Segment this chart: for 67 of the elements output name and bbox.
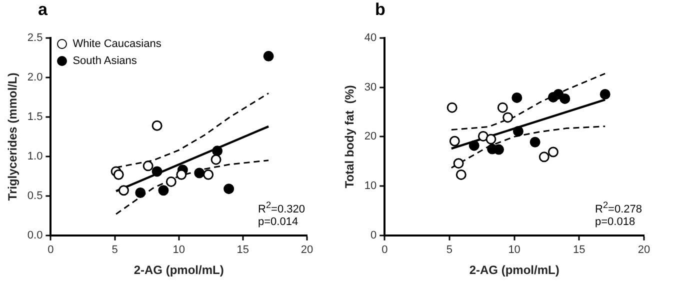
x-axis-title: 2-AG (pmol/mL) <box>134 263 224 278</box>
point <box>135 188 146 198</box>
x-tick-label: 15 <box>236 244 250 256</box>
point <box>113 169 124 180</box>
point <box>560 93 570 104</box>
point <box>210 154 222 165</box>
point <box>142 160 154 172</box>
y-tick-label: 40 <box>364 32 377 44</box>
point <box>456 169 466 180</box>
annotation: R$^{2}$=0.320 <box>258 198 305 216</box>
legend-label: South Asians <box>72 54 138 69</box>
annotation: p=0.014 <box>258 216 300 230</box>
point <box>512 92 522 103</box>
point <box>494 144 504 155</box>
point <box>453 158 464 169</box>
annotation: R$^{2}$=0.278 <box>595 198 642 216</box>
point <box>152 120 162 131</box>
point <box>486 134 496 144</box>
x-tick-label: 0 <box>382 244 388 256</box>
y-tick-label: 2.5 <box>27 32 43 44</box>
point <box>176 169 187 180</box>
point <box>478 130 488 142</box>
x-tick-label: 15 <box>573 244 586 256</box>
point <box>502 112 514 123</box>
y-tick-label: 10 <box>364 180 377 192</box>
x-tick-label: 10 <box>172 244 185 256</box>
point <box>468 140 480 151</box>
y-axis-title: Total body fat (%) <box>342 85 357 188</box>
chart-title: a <box>38 0 48 20</box>
point <box>166 176 176 187</box>
x-tick-label: 5 <box>112 244 118 256</box>
y-tick-label: 30 <box>364 81 377 94</box>
point <box>152 166 162 177</box>
point <box>203 169 214 180</box>
point <box>194 168 205 178</box>
x-tick-label: 20 <box>300 244 314 256</box>
x-axis-title: 2-AG (pmol/mL) <box>469 263 560 278</box>
y-tick-label: 0.0 <box>27 229 43 242</box>
annotation: p=0.018 <box>595 216 636 230</box>
y-tick-label: 1.5 <box>27 110 43 123</box>
x-tick-label: 0 <box>48 244 54 256</box>
point <box>512 126 524 137</box>
x-tick-label: 5 <box>446 244 453 256</box>
y-tick-label: 1.0 <box>27 150 43 162</box>
line-series <box>450 126 606 169</box>
point <box>446 102 458 113</box>
x-tick-label: 10 <box>508 244 520 256</box>
point <box>449 136 460 146</box>
line-series <box>450 72 606 131</box>
chart-title: b <box>375 0 386 20</box>
point <box>118 185 129 196</box>
point <box>263 50 274 62</box>
y-tick-label: 0 <box>370 229 377 242</box>
y-tick-label: 20 <box>364 130 377 143</box>
point <box>224 184 234 194</box>
point <box>600 89 610 100</box>
y-tick-label: 0.5 <box>27 190 43 202</box>
y-axis-title: Triglycerides (mmol/L) <box>6 72 20 201</box>
point <box>497 102 508 113</box>
point <box>538 152 550 162</box>
point <box>158 185 169 196</box>
point <box>212 146 223 156</box>
legend-label: White Caucasians <box>72 37 162 52</box>
x-tick-label: 20 <box>638 244 650 256</box>
y-tick-label: 2.0 <box>27 72 43 84</box>
point <box>530 136 540 148</box>
point <box>548 146 558 158</box>
